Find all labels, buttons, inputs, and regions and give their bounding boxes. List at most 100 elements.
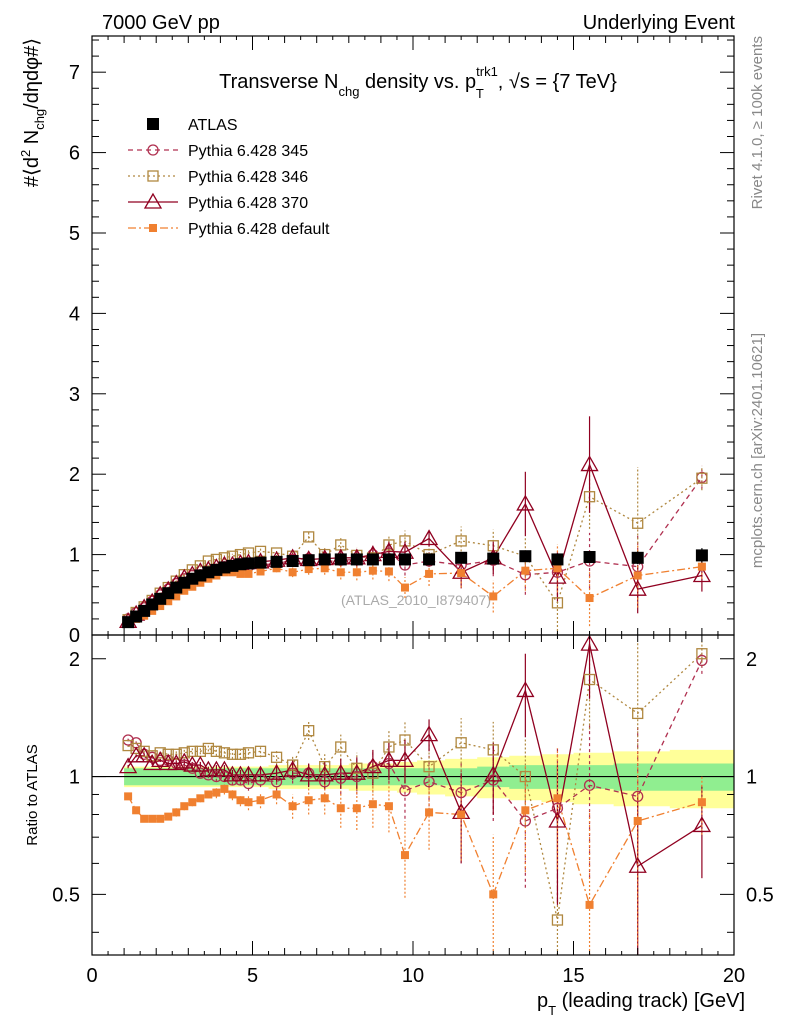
ratio-p345-point (319, 776, 331, 788)
ratio-p345-point (270, 776, 283, 788)
legend-atlas-label: ATLAS (188, 117, 238, 134)
ratio-pdef-point (288, 802, 297, 811)
title-part-b: chg (338, 84, 359, 99)
ratio-y-tick-label-right: 0.5 (746, 884, 774, 906)
legend-p370-label: Pythia 6.428 370 (188, 195, 308, 212)
ratio-p370-point (484, 765, 503, 782)
ratio-p346-point (130, 742, 142, 755)
ratio-p346-point (270, 751, 283, 763)
ratio-p370-point (580, 634, 599, 651)
main-p346-point (696, 472, 708, 484)
xlabel-part-c: (leading track) [GeV] (556, 990, 745, 1012)
ratio-p346-point (399, 734, 411, 746)
main-pdef-point (368, 566, 377, 575)
ratio-pdef-point (124, 792, 133, 801)
ratio-pdef-point (148, 814, 157, 823)
legend: ATLAS Pythia 6.428 345 Pythia 6.428 346 Pyt… (128, 117, 330, 238)
ratio-p345-point (632, 790, 644, 803)
ratio-p346-point (335, 741, 347, 753)
x-tick-label: 5 (247, 965, 258, 987)
main-p370-point (692, 566, 712, 583)
ratio-pdef-point (156, 814, 165, 823)
ratio-y-tick-label: 1 (69, 767, 80, 789)
ratio-p370-point (283, 760, 302, 777)
ratio-p370-point (151, 751, 170, 768)
ratio-pdef-point (425, 808, 434, 817)
ratio-p345-point (194, 767, 206, 779)
ratio-p346-point (286, 759, 299, 771)
ratio-p370-point (135, 746, 154, 763)
ratio-p370-point (215, 760, 234, 777)
ratio-p346-point (551, 914, 564, 926)
ratio-p370-point (628, 856, 647, 873)
ratio-pdef-point (336, 804, 345, 813)
ratio-pdef-point (368, 800, 377, 809)
main-y-tick-label: 1 (69, 545, 80, 567)
main-pdef-point (156, 602, 165, 611)
legend-p346-label: Pythia 6.428 346 (188, 169, 308, 186)
ratio-pdef-point (164, 812, 173, 821)
ratio-pdef-point (180, 802, 189, 811)
ratio-pdef-point (521, 806, 530, 815)
main-y-tick-label: 7 (69, 62, 80, 84)
ratio-p346-point (423, 761, 435, 773)
ratio-p346-point (226, 748, 239, 760)
series-markers (118, 455, 712, 926)
main-atlas-point (270, 555, 283, 568)
ratio-p345-point (335, 772, 347, 784)
ratio-p346-point (178, 747, 190, 759)
ratio-p346-point (210, 745, 223, 757)
ylabel-part-e: /dηdφ#⟩ (21, 38, 43, 109)
main-pdef-point (164, 597, 173, 606)
xlabel-part-a: p (537, 990, 548, 1012)
ratio-p345-point (423, 776, 435, 788)
main-pdef-point (304, 565, 313, 574)
main-p370-point (628, 579, 647, 596)
main-pdef-point (228, 568, 237, 577)
ratio-pdef-point (384, 802, 393, 811)
title-part-d: trk1 (476, 64, 498, 79)
legend-p370-marker (143, 192, 163, 209)
xlabel-part-b: T (548, 1003, 556, 1018)
main-atlas-point (318, 553, 331, 566)
main-pdef-point (400, 583, 409, 592)
main-pdef-point (244, 569, 253, 578)
main-pdef-point (489, 592, 498, 601)
ratio-pdef-point (228, 790, 237, 799)
main-atlas-point (551, 553, 564, 566)
main-atlas-point (423, 553, 436, 566)
main-p346-point (455, 535, 467, 547)
ratio-p346-line (127, 653, 703, 921)
main-p370-point (548, 567, 567, 584)
main-atlas-point (382, 553, 395, 566)
main-pdef-point (521, 566, 530, 575)
ratio-y-tick-label-right: 1 (746, 767, 757, 789)
ratio-pdef-point (244, 798, 253, 807)
ratio-p370-point (191, 755, 210, 772)
title-part-f: , √s = {7 TeV} (498, 71, 617, 93)
ratio-p346-point (487, 744, 499, 756)
rivet-label: Rivet 4.1.0, ≥ 100k events (749, 36, 766, 209)
ratio-p370-point (379, 751, 399, 768)
ratio-pdef-point (457, 810, 466, 819)
ratio-p370-point (267, 763, 286, 780)
main-atlas-point (631, 551, 644, 564)
series-lines (127, 462, 703, 921)
main-y-tick-label: 4 (69, 303, 80, 325)
ratio-pdef-point (352, 804, 361, 813)
ratio-pdef-point (188, 798, 197, 807)
ratio-pdef-point (220, 784, 229, 793)
ratio-p370-point (251, 765, 270, 782)
ratio-p370-point (143, 754, 162, 771)
main-p346-point (383, 539, 395, 551)
ratio-pdef-point (212, 788, 221, 797)
ylabel-part-d: chg (32, 109, 47, 130)
ratio-p346-point (162, 748, 174, 760)
ratio-pdef-point (256, 796, 265, 805)
main-pdef-point (633, 571, 642, 580)
legend-atlas-marker (147, 118, 159, 130)
ylabel-part-b: 2 (18, 150, 33, 157)
main-atlas-point (302, 554, 315, 567)
main-y-tick-label: 0 (69, 625, 80, 647)
legend-p345-label: Pythia 6.428 345 (188, 143, 308, 160)
